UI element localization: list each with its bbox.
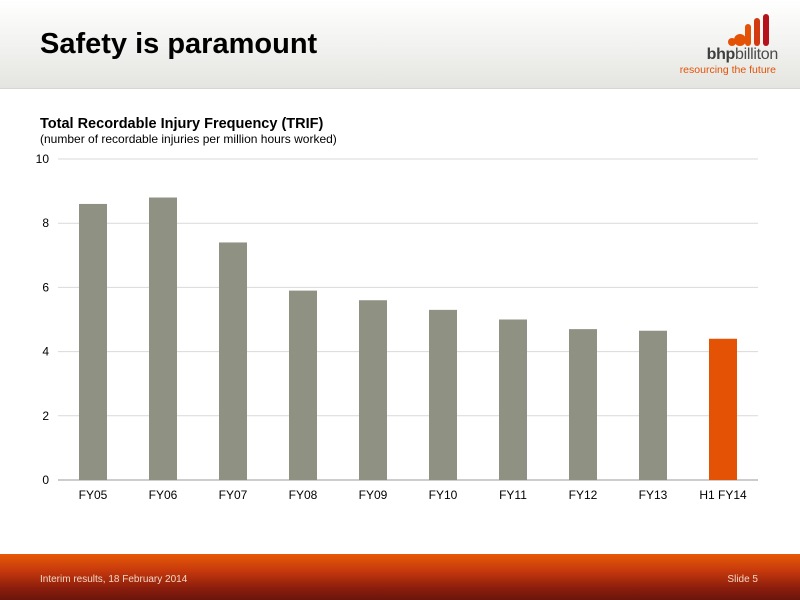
bar-h1-fy14 [709, 338, 737, 480]
x-tick-label: FY09 [359, 488, 388, 502]
slide-number: Slide 5 [727, 574, 758, 585]
y-tick-label: 2 [42, 409, 49, 423]
slide-footer: Interim results, 18 February 2014 Slide … [0, 554, 800, 600]
y-tick-label: 6 [42, 280, 49, 294]
bar-fy11 [499, 319, 527, 480]
bar-fy06 [149, 197, 177, 480]
logo-word-bold: bhp [706, 46, 736, 63]
x-tick-label: FY05 [79, 488, 108, 502]
logo-word-rest: billiton [735, 46, 778, 63]
bar-fy12 [569, 329, 597, 480]
bar-fy07 [219, 242, 247, 480]
bar-fy10 [429, 309, 457, 480]
slide-header: Safety is paramount bhpbilliton resourci… [0, 0, 800, 89]
bar-fy08 [289, 290, 317, 480]
logo-wordmark: bhpbilliton [706, 46, 779, 64]
y-tick-label: 0 [42, 473, 49, 487]
y-tick-label: 4 [42, 345, 49, 359]
x-tick-label: FY07 [219, 488, 248, 502]
y-tick-label: 8 [42, 216, 49, 230]
footer-event: Interim results, 18 February 2014 [40, 574, 188, 585]
x-tick-label: H1 FY14 [699, 488, 747, 502]
bar-fy13 [639, 330, 667, 480]
x-tick-label: FY11 [499, 488, 527, 502]
x-tick-label: FY06 [149, 488, 178, 502]
x-tick-label: FY08 [289, 488, 318, 502]
bhp-billiton-logo: bhpbilliton resourcing the future [668, 14, 779, 76]
logo-tagline: resourcing the future [679, 64, 776, 76]
x-tick-label: FY12 [569, 488, 598, 502]
logo-mark-icon [728, 14, 769, 46]
y-tick-label: 10 [36, 152, 50, 166]
bar-fy05 [79, 203, 107, 480]
chart-subtitle: (number of recordable injuries per milli… [40, 132, 337, 146]
chart-title: Total Recordable Injury Frequency (TRIF) [40, 116, 324, 132]
x-tick-label: FY10 [429, 488, 458, 502]
bar-fy09 [359, 300, 387, 480]
x-tick-label: FY13 [639, 488, 668, 502]
slide-title: Safety is paramount [40, 28, 318, 60]
